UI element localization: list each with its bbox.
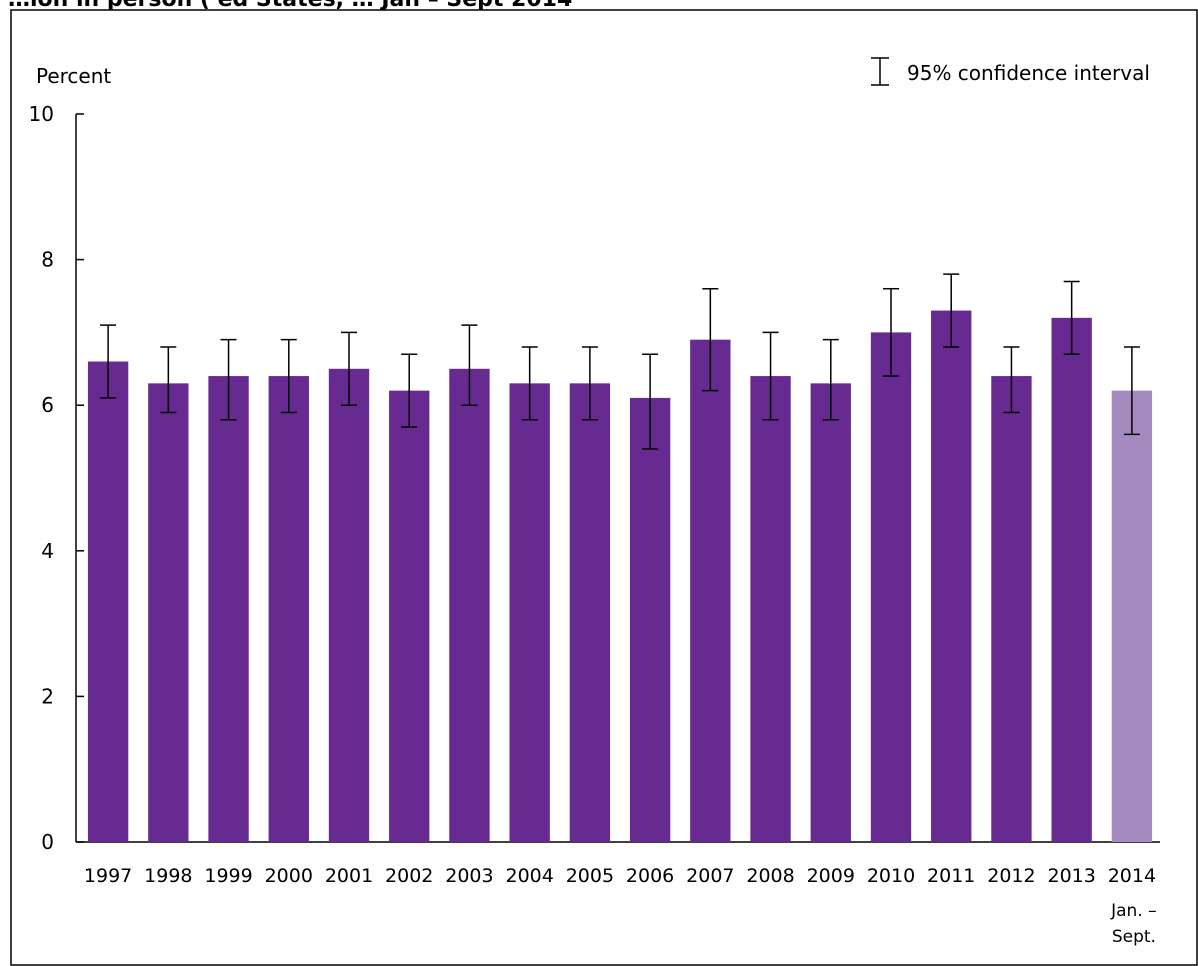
x-tick-label-2007: 2007: [686, 865, 734, 887]
x-tick-label-2011: 2011: [927, 865, 975, 887]
x-tick-label-1998: 1998: [144, 865, 192, 887]
y-tick-label: 4: [41, 539, 54, 563]
x-tick-label-2000: 2000: [265, 865, 313, 887]
bar-2012: [991, 376, 1032, 842]
bar-2003: [449, 368, 490, 842]
bar-2011: [931, 310, 972, 842]
x-tick-label-2001: 2001: [325, 865, 373, 887]
x-tick-label-2008: 2008: [746, 865, 794, 887]
x-tick-note: Jan. –: [1110, 901, 1157, 921]
x-tick-label-2006: 2006: [626, 865, 674, 887]
bar-2000: [268, 376, 309, 842]
y-tick-label: 2: [41, 684, 54, 708]
x-tick-label-2009: 2009: [807, 865, 855, 887]
bar-2005: [569, 383, 611, 842]
x-tick-label-2003: 2003: [445, 865, 493, 887]
bar-2013: [1051, 317, 1092, 843]
bar-2010: [870, 332, 912, 842]
bar-2008: [750, 376, 791, 842]
bar-2007: [690, 339, 731, 842]
bar-2004: [509, 383, 550, 842]
x-tick-label-2014: 2014: [1108, 865, 1156, 887]
y-tick-label: 0: [41, 830, 54, 854]
chart-title: …ion in person ( ed States, … Jan – Sept…: [8, 0, 572, 12]
x-tick-note: Sept.: [1112, 927, 1156, 947]
error-bars: [100, 273, 1140, 450]
x-tick-label-2013: 2013: [1047, 865, 1095, 887]
bar-1998: [148, 383, 189, 842]
legend: 95% confidence interval: [871, 57, 1150, 86]
y-axis-label: Percent: [36, 64, 111, 88]
x-tick-label-1999: 1999: [204, 865, 252, 887]
x-tick-label-2012: 2012: [987, 865, 1035, 887]
bars: [87, 310, 1153, 843]
x-tick-label-2005: 2005: [566, 865, 614, 887]
bar-1999: [208, 376, 249, 842]
y-tick-label: 10: [29, 102, 54, 126]
x-tick-label-2004: 2004: [505, 865, 553, 887]
y-axis: 0 2 4 6 8 10: [29, 102, 1160, 854]
x-tick-label-2010: 2010: [867, 865, 915, 887]
bar-2001: [328, 368, 370, 842]
legend-label: 95% confidence interval: [907, 61, 1150, 85]
bar-1997: [87, 361, 129, 842]
y-tick-label: 6: [41, 393, 54, 417]
bar-2014: [1111, 390, 1153, 842]
y-tick-label: 8: [41, 248, 54, 272]
x-axis-labels: 1997 1998 1999 2000 2001 2002 2003 2004 2005 2006…: [84, 865, 1157, 947]
bar-2006: [629, 397, 671, 842]
bar-2002: [389, 390, 430, 842]
x-tick-label-2002: 2002: [385, 865, 433, 887]
bar-2009: [810, 383, 851, 842]
x-tick-label-1997: 1997: [84, 865, 132, 887]
chart-border: [10, 9, 1198, 966]
